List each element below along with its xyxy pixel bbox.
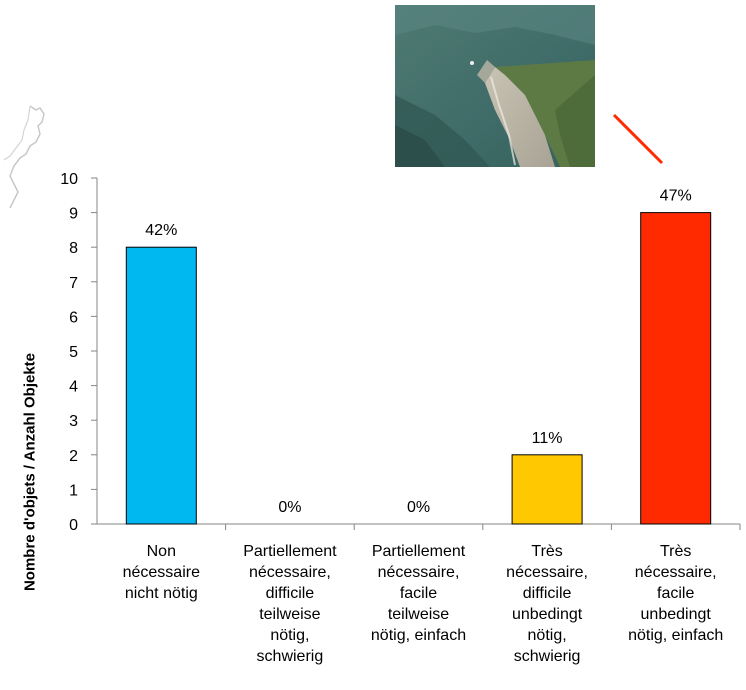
x-category-line: nécessaire, <box>506 564 588 581</box>
x-category-line: Très <box>659 543 692 560</box>
x-category-line: difficile <box>265 585 315 602</box>
y-axis-label-text: Nombre d'objets / Anzahl Objekte <box>21 352 39 592</box>
pointer-line <box>612 113 664 165</box>
x-category-line: nötig, einfach <box>370 627 467 644</box>
x-category-line: nécessaire <box>122 564 200 581</box>
x-category-label: Partiellement nécessaire, difficile teilwei… <box>226 541 354 667</box>
bar <box>640 212 712 525</box>
y-tick-label: 0 <box>69 517 78 534</box>
x-category-line: teilweise <box>259 606 321 623</box>
data-label: 0% <box>407 499 430 516</box>
x-category-label: Très nécessaire, facile unbedingt nötig, ein… <box>612 541 740 646</box>
x-category-line: nécessaire, <box>377 564 460 581</box>
y-tick-label: 4 <box>69 379 78 396</box>
x-category-line: Non <box>146 543 176 560</box>
x-category-line: nicht nötig <box>124 585 198 602</box>
data-label: 0% <box>278 499 301 516</box>
y-tick-label: 7 <box>69 275 78 292</box>
x-category-line: facile <box>399 585 438 602</box>
x-category-line: schwierig <box>256 648 324 665</box>
x-category-line: nötig, <box>270 627 310 644</box>
y-tick-label: 8 <box>69 240 78 257</box>
data-label: 42% <box>145 222 177 239</box>
x-category-line: unbedingt <box>511 606 583 623</box>
x-category-line: Très <box>531 543 563 560</box>
x-category-line: difficile <box>522 585 572 602</box>
x-category-line: nécessaire, <box>634 564 717 581</box>
x-category-line: Partiellement <box>371 543 466 560</box>
y-tick-label: 2 <box>69 448 78 465</box>
plot-area: 0 1 2 3 4 5 6 7 8 9 10 42% 0% 0% 11% 47% <box>60 171 741 534</box>
data-label: 11% <box>532 430 563 447</box>
aerial-photo <box>395 5 595 167</box>
x-category-line: nécessaire, <box>248 564 331 581</box>
x-category-line: nötig, <box>527 627 567 644</box>
y-tick-label: 5 <box>69 344 78 361</box>
bar <box>511 454 583 525</box>
y-tick-label: 10 <box>60 171 78 188</box>
x-category-line: facile <box>657 585 695 602</box>
map-outline-icon <box>3 105 45 209</box>
x-category-line: unbedingt <box>640 606 711 623</box>
y-tick-label: 1 <box>69 482 78 499</box>
y-tick-label: 6 <box>69 309 78 326</box>
x-category-label: Partiellement nécessaire, facile teilweise n… <box>355 541 483 646</box>
bar <box>125 246 197 525</box>
x-category-label: Non nécessaire nicht nötig <box>97 541 225 604</box>
data-label: 47% <box>660 188 692 205</box>
x-category-line: nötig, einfach <box>628 627 724 644</box>
x-category-line: schwierig <box>513 648 581 665</box>
x-category-line: Partiellement <box>243 543 337 560</box>
y-tick-label: 3 <box>69 413 78 430</box>
x-category-label: Très nécessaire, difficile unbedingt nötig, s… <box>483 541 611 667</box>
y-tick-label: 9 <box>69 206 78 223</box>
x-category-line: teilweise <box>387 606 450 623</box>
